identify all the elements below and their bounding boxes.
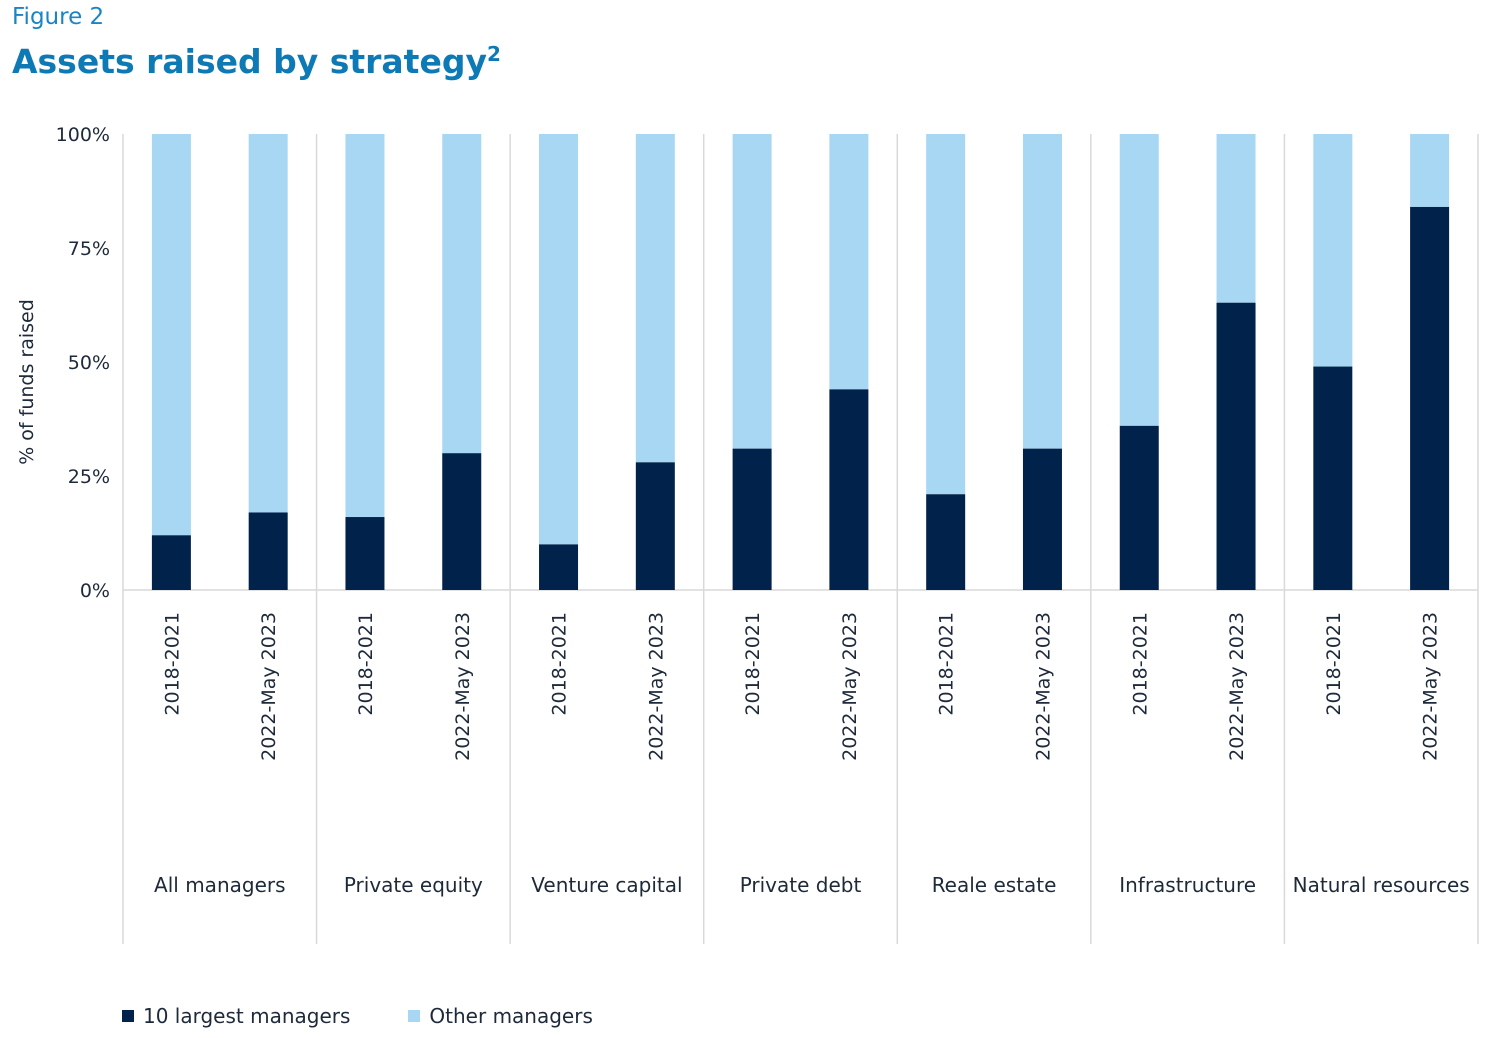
x-tick-label: 2022-May 2023 (258, 612, 280, 761)
bar-10-largest-managers (1119, 425, 1159, 590)
bar-10-largest-managers (539, 544, 579, 590)
bar-10-largest-managers (248, 512, 288, 590)
y-tick-label: 50% (68, 352, 110, 374)
bar-other-managers (635, 134, 675, 463)
x-tick-label: 2018-2021 (161, 612, 183, 716)
x-tick-label: 2018-2021 (355, 612, 377, 716)
bar-other-managers (1022, 134, 1062, 449)
x-tick-label: 2018-2021 (1129, 612, 1151, 716)
bar-other-managers (1119, 134, 1159, 426)
bar-other-managers (732, 134, 772, 449)
x-tick-label: 2022-May 2023 (645, 612, 667, 761)
legend-label-largest: 10 largest managers (143, 1004, 351, 1028)
group-label: Reale estate (932, 873, 1057, 897)
x-tick-label: 2018-2021 (742, 612, 764, 716)
title-footnote-marker: 2 (486, 42, 501, 66)
bar-10-largest-managers (926, 494, 966, 590)
x-tick-label: 2022-May 2023 (452, 612, 474, 761)
y-tick-label: 25% (68, 466, 110, 488)
x-tick-label: 2018-2021 (1323, 612, 1345, 716)
x-tick-label: 2022-May 2023 (1226, 612, 1248, 761)
x-tick-label: 2018-2021 (549, 612, 571, 716)
x-tick-label: 2018-2021 (936, 612, 958, 716)
figure-label: Figure 2 (12, 4, 105, 30)
bar-10-largest-managers (1022, 448, 1062, 590)
y-tick-label: 75% (68, 238, 110, 260)
legend-label-other: Other managers (429, 1004, 593, 1028)
legend: 10 largest managers Other managers (122, 1004, 593, 1028)
group-label: Private debt (740, 873, 862, 897)
group-label: Venture capital (531, 873, 682, 897)
bar-other-managers (829, 134, 869, 390)
x-tick-label: 2022-May 2023 (1420, 612, 1442, 761)
bar-other-managers (926, 134, 966, 495)
group-label: All managers (154, 873, 285, 897)
y-tick-label: 100% (56, 124, 110, 146)
bar-other-managers (1313, 134, 1353, 367)
stacked-bar-chart: 0% 25% 50% 75% 100% % of funds raised 2018-202… (16, 124, 1479, 944)
bar-10-largest-managers (732, 448, 772, 590)
bar-other-managers (345, 134, 385, 518)
bar-other-managers (442, 134, 482, 454)
group-label: Private equity (344, 873, 483, 897)
legend-item-other: Other managers (408, 1004, 593, 1028)
legend-swatch-largest (122, 1010, 134, 1022)
x-tick-label: 2022-May 2023 (839, 612, 861, 761)
bar-other-managers (1216, 134, 1256, 303)
bar-other-managers (248, 134, 288, 513)
bar-10-largest-managers (1216, 302, 1256, 590)
group-label: Infrastructure (1119, 873, 1256, 897)
x-tick-label: 2022-May 2023 (1032, 612, 1054, 761)
bar-10-largest-managers (442, 453, 482, 590)
chart-title: Assets raised by strategy2 (12, 42, 501, 81)
bar-other-managers (1410, 134, 1450, 207)
bar-other-managers (151, 134, 191, 536)
bar-10-largest-managers (1410, 206, 1450, 590)
legend-item-largest: 10 largest managers (122, 1004, 350, 1028)
y-tick-label: 0% (80, 580, 110, 602)
bar-10-largest-managers (635, 462, 675, 590)
legend-swatch-other (408, 1010, 421, 1022)
y-axis-title: % of funds raised (16, 299, 38, 465)
bar-10-largest-managers (345, 517, 385, 590)
bar-10-largest-managers (1313, 366, 1353, 590)
group-label: Natural resources (1293, 873, 1470, 897)
bar-other-managers (539, 134, 579, 545)
bar-10-largest-managers (829, 389, 869, 590)
bar-10-largest-managers (151, 535, 191, 590)
